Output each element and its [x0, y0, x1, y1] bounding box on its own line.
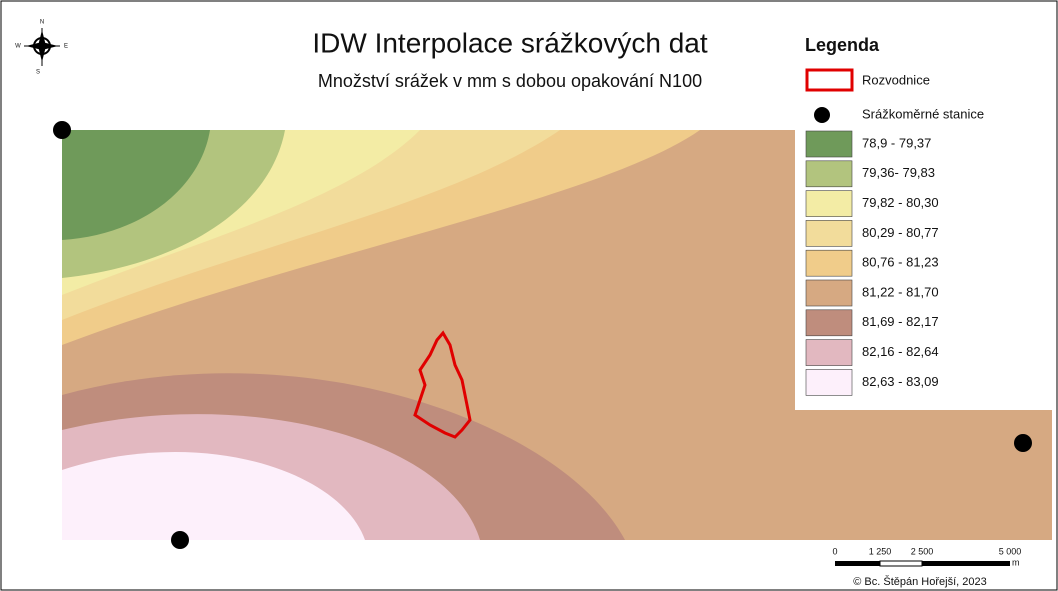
- station: [171, 531, 189, 549]
- legend-swatch: [805, 369, 853, 396]
- legend-swatch: [805, 309, 853, 337]
- legend-label: 81,22 - 81,70: [862, 284, 939, 299]
- legend-label: 78,9 - 79,37: [862, 135, 931, 150]
- legend-label: Srážkoměrné stanice: [862, 106, 984, 121]
- band: [62, 451, 365, 540]
- scale-label: 2 500: [911, 546, 934, 556]
- legend-station-swatch: [814, 107, 830, 123]
- watershed: [413, 330, 472, 439]
- compass-s: S: [36, 70, 40, 76]
- title: IDW Interpolace srážkových dat: [312, 27, 707, 58]
- legend-label: 82,16 - 82,64: [862, 344, 939, 359]
- legend-swatch: [805, 160, 853, 188]
- legend-label: 80,29 - 80,77: [862, 225, 939, 240]
- legend-classes: 78,9 - 79,37 79,36- 79,83 79,82 - 80,30 80,…: [805, 130, 939, 396]
- station: [53, 121, 71, 139]
- legend-label: 79,36- 79,83: [862, 165, 935, 180]
- scale-label: 5 000: [999, 546, 1022, 556]
- legend-swatch: [805, 190, 853, 217]
- compass-w: W: [15, 44, 21, 50]
- legend-label: 82,63 - 83,09: [862, 374, 939, 389]
- map: [62, 130, 1052, 540]
- compass: N W E S: [15, 20, 68, 76]
- station: [1014, 434, 1032, 452]
- legend-label: Rozvodnice: [862, 72, 930, 87]
- legend-label: 81,69 - 82,17: [862, 314, 939, 329]
- legend-swatch: [805, 130, 853, 158]
- legend-title: Legenda: [805, 35, 880, 55]
- compass-n: N: [40, 20, 44, 26]
- scale-unit: m: [1012, 557, 1020, 567]
- subtitle: Množství srážek v mm s dobou opakování N…: [318, 71, 702, 91]
- scale-bar: m 0 1 250 2 500 5 000: [832, 546, 1021, 567]
- legend-label: 80,76 - 81,23: [862, 255, 939, 270]
- credit: © Bc. Štěpán Hořejší, 2023: [853, 575, 986, 588]
- band: [62, 130, 210, 240]
- legend-swatch: [805, 220, 853, 247]
- legend-swatch: [805, 249, 853, 277]
- legend-label: 79,82 - 80,30: [862, 195, 939, 210]
- legend-swatch: [805, 339, 853, 366]
- compass-e: E: [64, 44, 68, 50]
- legend-watershed-swatch: [805, 68, 854, 92]
- legend-swatch: [805, 279, 853, 307]
- scale-label: 0: [832, 546, 837, 556]
- scale-label: 1 250: [869, 546, 892, 556]
